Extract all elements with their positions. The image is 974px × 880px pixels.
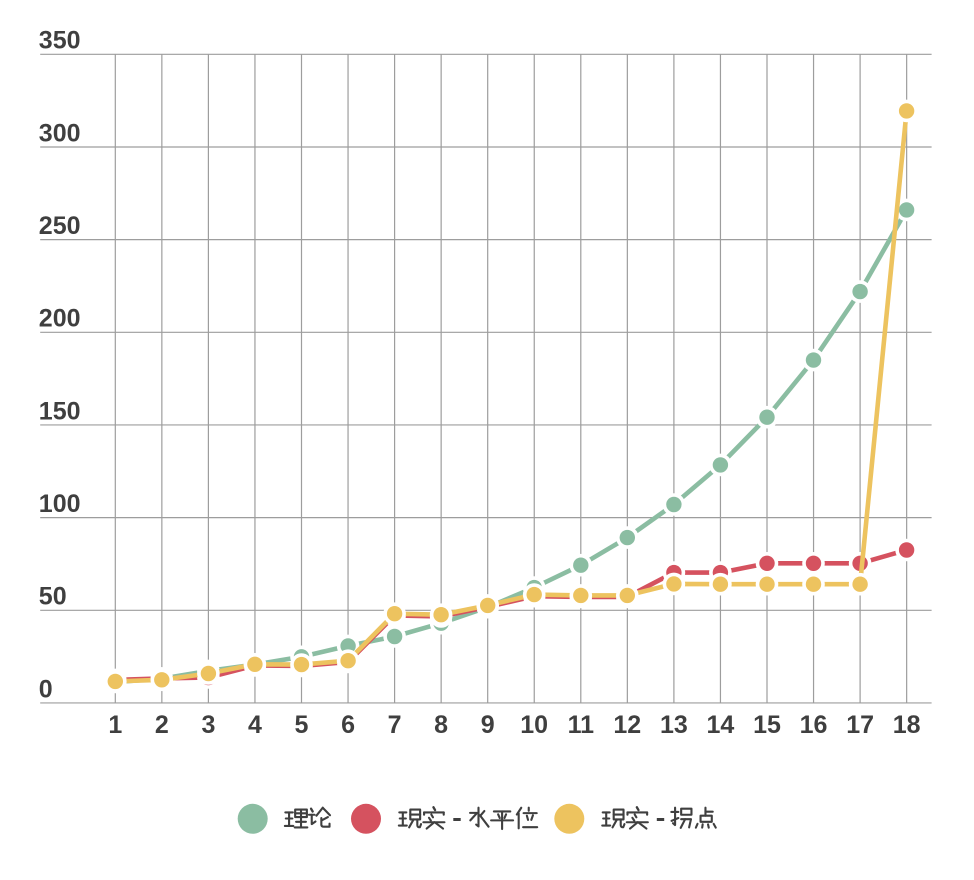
svg-text:17: 17 bbox=[846, 711, 874, 739]
svg-text:18: 18 bbox=[893, 711, 921, 739]
svg-text:50: 50 bbox=[39, 583, 67, 611]
svg-text:1: 1 bbox=[108, 711, 122, 739]
svg-text:15: 15 bbox=[753, 711, 781, 739]
svg-text:350: 350 bbox=[39, 27, 81, 55]
svg-text:0: 0 bbox=[39, 675, 53, 703]
svg-text:3: 3 bbox=[201, 711, 215, 739]
svg-text:8: 8 bbox=[434, 711, 448, 739]
svg-text:200: 200 bbox=[39, 305, 81, 333]
svg-text:12: 12 bbox=[613, 711, 641, 739]
svg-text:2: 2 bbox=[155, 711, 169, 739]
svg-text:250: 250 bbox=[39, 212, 81, 240]
svg-text:13: 13 bbox=[660, 711, 688, 739]
svg-text:10: 10 bbox=[520, 711, 548, 739]
svg-text:7: 7 bbox=[388, 711, 402, 739]
svg-text:5: 5 bbox=[295, 711, 309, 739]
svg-text:150: 150 bbox=[39, 397, 81, 425]
svg-text:300: 300 bbox=[39, 119, 81, 147]
svg-text:4: 4 bbox=[248, 711, 262, 739]
svg-text:14: 14 bbox=[706, 711, 734, 739]
svg-text:16: 16 bbox=[800, 711, 828, 739]
svg-text:11: 11 bbox=[568, 711, 595, 739]
svg-text:9: 9 bbox=[481, 711, 495, 739]
svg-text:6: 6 bbox=[341, 711, 355, 739]
svg-text:100: 100 bbox=[39, 490, 81, 518]
